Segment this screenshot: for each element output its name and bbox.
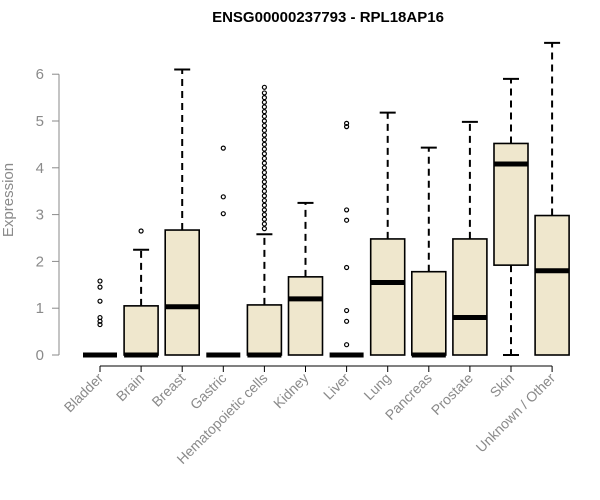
x-tick-label: Bladder: [61, 370, 107, 416]
box-iqr: [452, 238, 488, 356]
outlier-point: [261, 221, 267, 227]
outlier-point: [344, 318, 350, 324]
outlier-point: [344, 264, 350, 271]
outlier-point: [261, 202, 267, 208]
box-iqr: [123, 305, 159, 356]
y-tick-label: 1: [36, 300, 44, 317]
box-group: [534, 41, 570, 356]
outlier-point: [261, 104, 267, 110]
box-iqr: [410, 270, 447, 356]
outlier-point: [261, 169, 267, 176]
outlier-point: [97, 298, 103, 304]
outlier-point: [261, 226, 267, 232]
y-axis-label: Expression: [0, 163, 17, 237]
outlier-point: [220, 145, 226, 151]
outlier-point: [261, 109, 267, 115]
outlier-point: [261, 127, 267, 133]
outlier-point: [261, 216, 267, 222]
outlier-point: [344, 217, 350, 223]
outlier-point: [261, 132, 267, 138]
box-group: [287, 201, 324, 356]
outlier-point: [261, 207, 267, 213]
outlier-point: [261, 113, 267, 119]
outlier-point: [261, 183, 267, 190]
outlier-point: [261, 160, 267, 166]
outlier-point: [261, 174, 267, 180]
outlier-point: [261, 118, 267, 124]
x-tick-label: Brain: [113, 370, 147, 404]
box-group: [369, 111, 406, 356]
outlier-point: [220, 211, 226, 217]
outlier-point: [344, 307, 350, 314]
box-group: [206, 145, 241, 358]
outlier-point: [261, 188, 267, 194]
box-iqr: [287, 276, 324, 356]
outlier-point: [261, 137, 267, 143]
outlier-point: [261, 123, 267, 129]
outlier-point: [261, 146, 267, 152]
outlier-point: [261, 155, 267, 162]
y-tick-label: 3: [36, 207, 44, 224]
outlier-point: [261, 151, 267, 157]
x-tick-label: Kidney: [270, 370, 312, 412]
outlier-point: [344, 207, 350, 213]
outlier-point: [261, 141, 267, 147]
box-group: [83, 278, 117, 358]
outlier-point: [97, 321, 103, 328]
outlier-point: [261, 94, 267, 101]
boxes: [83, 41, 570, 358]
x-tick-label: Skin: [487, 370, 518, 401]
outlier-point: [261, 165, 267, 171]
box-group: [164, 68, 200, 356]
outlier-point: [261, 212, 267, 218]
outlier-point: [138, 228, 144, 234]
outlier-point: [261, 84, 267, 90]
outlier-point: [97, 314, 103, 321]
box-iqr: [534, 214, 570, 356]
x-tick-label: Lung: [360, 370, 393, 403]
x-tick-label: Breast: [148, 370, 188, 410]
box-group: [410, 146, 447, 358]
x-tick-label: Prostate: [428, 370, 476, 418]
y-axis: 0 1 2 3 4 5 6: [36, 66, 60, 364]
x-tick-label: Liver: [320, 370, 353, 403]
outlier-point: [344, 342, 350, 348]
chart-title: ENSG00000237793 - RPL18AP16: [212, 9, 444, 26]
box-iqr: [369, 238, 406, 356]
y-tick-label: 4: [36, 160, 44, 177]
outlier-point: [220, 194, 226, 200]
box-iqr: [164, 229, 200, 356]
outlier-point: [97, 278, 103, 284]
outlier-point: [97, 284, 103, 290]
outlier-point: [261, 179, 267, 185]
outlier-point: [261, 193, 267, 199]
outlier-point: [261, 90, 267, 96]
outlier-point: [344, 124, 350, 130]
outlier-point: [261, 99, 267, 105]
box-group: [123, 228, 159, 358]
outlier-point: [261, 197, 267, 204]
y-tick-label: 2: [36, 253, 44, 270]
box-group: [493, 77, 529, 356]
y-tick-label: 5: [36, 113, 44, 130]
box-group: [452, 120, 488, 356]
outlier-point: [344, 120, 350, 126]
y-tick-label: 6: [36, 66, 44, 83]
box-group: [329, 120, 364, 358]
box-iqr: [246, 304, 283, 356]
box-group: [246, 84, 283, 358]
y-tick-label: 0: [36, 347, 44, 364]
